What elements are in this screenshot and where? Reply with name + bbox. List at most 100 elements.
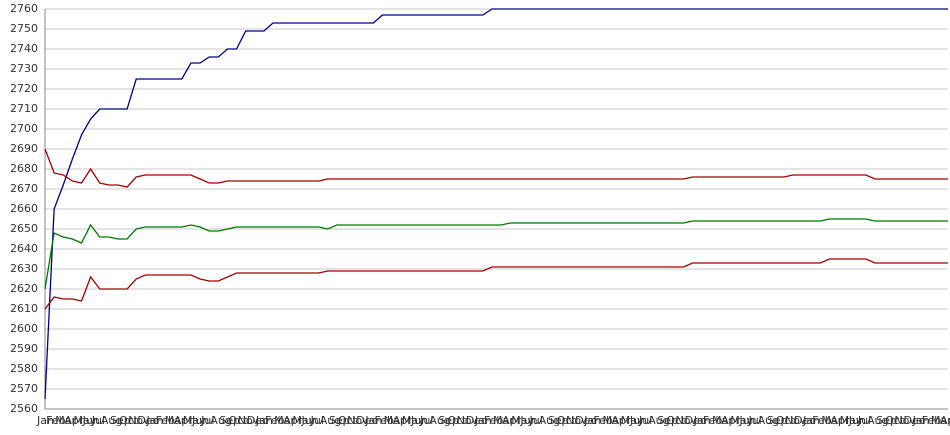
y-tick-label: 2600 (10, 322, 38, 335)
x-tick-label: Feb (922, 414, 941, 427)
y-tick-label: 2750 (10, 22, 38, 35)
x-tick-label: May (73, 414, 96, 427)
x-tick-label: Jan (583, 414, 601, 427)
y-tick-label: 2620 (10, 282, 38, 295)
x-tick-label: Nov (894, 414, 916, 427)
x-tick-label: Oct (776, 414, 796, 427)
x-tick-label: May (511, 414, 534, 427)
x-tick-label: Jan (474, 414, 492, 427)
x-tick-label: Nov (238, 414, 260, 427)
x-tick-label: Aug (758, 414, 779, 427)
y-tick-label: 2580 (10, 362, 38, 375)
x-tick-label: Feb (374, 414, 393, 427)
y-tick-label: 2710 (10, 102, 38, 115)
x-tick-label: Aug (320, 414, 341, 427)
x-tick-label: Apr (940, 414, 950, 427)
x-tick-label: Jun (191, 414, 209, 427)
x-tick-label: Jun (629, 414, 647, 427)
x-tick-label: May (402, 414, 425, 427)
x-tick-label: Aug (867, 414, 888, 427)
x-tick-label: Sep (548, 414, 569, 427)
x-tick-label: Feb (46, 414, 65, 427)
x-tick-label: Oct (338, 414, 358, 427)
x-tick-label: Jul (419, 414, 433, 427)
x-tick-label: Dec (575, 414, 596, 427)
y-tick-label: 2630 (10, 262, 38, 275)
x-tick-label: Sep (219, 414, 240, 427)
series-line (44, 258, 948, 310)
x-tick-label: Mar (712, 414, 733, 427)
x-tick-label: Dec (466, 414, 487, 427)
x-tick-label: Apr (612, 414, 632, 427)
series-line (44, 218, 948, 290)
x-tick-label: Sep (876, 414, 897, 427)
y-tick-label: 2700 (10, 122, 38, 135)
x-tick-label: Sep (657, 414, 678, 427)
x-tick-label: Jan (912, 414, 930, 427)
x-tick-label: Aug (429, 414, 450, 427)
x-tick-label: Apr (502, 414, 522, 427)
x-tick-label: Oct (447, 414, 467, 427)
x-tick-label: Oct (119, 414, 139, 427)
x-tick-label: Dec (247, 414, 268, 427)
x-tick-label: Jul (310, 414, 324, 427)
x-tick-label: Apr (64, 414, 84, 427)
x-tick-label: Dec (356, 414, 377, 427)
x-tick-label: Nov (566, 414, 588, 427)
x-tick-label: Apr (393, 414, 413, 427)
x-tick-label: Nov (457, 414, 479, 427)
x-tick-label: Jul (857, 414, 871, 427)
x-tick-label: Jul (638, 414, 652, 427)
x-tick-label: Nov (347, 414, 369, 427)
y-tick-label: 2720 (10, 82, 38, 95)
x-tick-label: Jan (36, 414, 54, 427)
x-tick-label: Jan (364, 414, 382, 427)
x-tick-label: Jan (255, 414, 273, 427)
y-tick-label: 2640 (10, 242, 38, 255)
x-tick-label: Jun (738, 414, 756, 427)
y-tick-label: 2690 (10, 142, 38, 155)
x-tick-label: May (621, 414, 644, 427)
y-tick-label: 2730 (10, 62, 38, 75)
x-tick-label: Jun (410, 414, 428, 427)
x-tick-label: Feb (484, 414, 503, 427)
x-tick-label: Jul (747, 414, 761, 427)
x-tick-label: Mar (274, 414, 295, 427)
x-tick-label: Apr (283, 414, 303, 427)
series-line (44, 8, 948, 400)
x-tick-label: Mar (603, 414, 624, 427)
x-tick-label: Mar (931, 414, 950, 427)
x-tick-label: Feb (812, 414, 831, 427)
x-tick-label: Aug (101, 414, 122, 427)
x-tick-label: Jan (145, 414, 163, 427)
x-tick-label: Mar (384, 414, 405, 427)
y-tick-label: 2560 (10, 402, 38, 415)
x-tick-label: Jun (848, 414, 866, 427)
y-tick-label: 2590 (10, 342, 38, 355)
x-tick-label: Nov (675, 414, 697, 427)
x-tick-label: Sep (767, 414, 788, 427)
x-tick-label: Oct (229, 414, 249, 427)
x-tick-label: May (292, 414, 315, 427)
y-tick-label: 2760 (10, 2, 38, 15)
x-tick-label: Jun (519, 414, 537, 427)
x-tick-label: Feb (156, 414, 175, 427)
x-tick-label: Aug (539, 414, 560, 427)
x-tick-label: May (183, 414, 206, 427)
x-tick-label: Sep (438, 414, 459, 427)
x-tick-label: Jan (802, 414, 820, 427)
x-tick-label: Nov (128, 414, 150, 427)
x-tick-label: May (730, 414, 753, 427)
x-tick-label: Sep (110, 414, 131, 427)
x-tick-label: Jul (529, 414, 543, 427)
y-tick-label: 2680 (10, 162, 38, 175)
x-tick-label: Mar (55, 414, 76, 427)
x-tick-label: Jan (693, 414, 711, 427)
y-tick-label: 2570 (10, 382, 38, 395)
y-tick-label: 2650 (10, 222, 38, 235)
x-tick-label: Jun (82, 414, 100, 427)
x-tick-label: Feb (703, 414, 722, 427)
x-tick-label: Dec (794, 414, 815, 427)
x-tick-label: Oct (666, 414, 686, 427)
